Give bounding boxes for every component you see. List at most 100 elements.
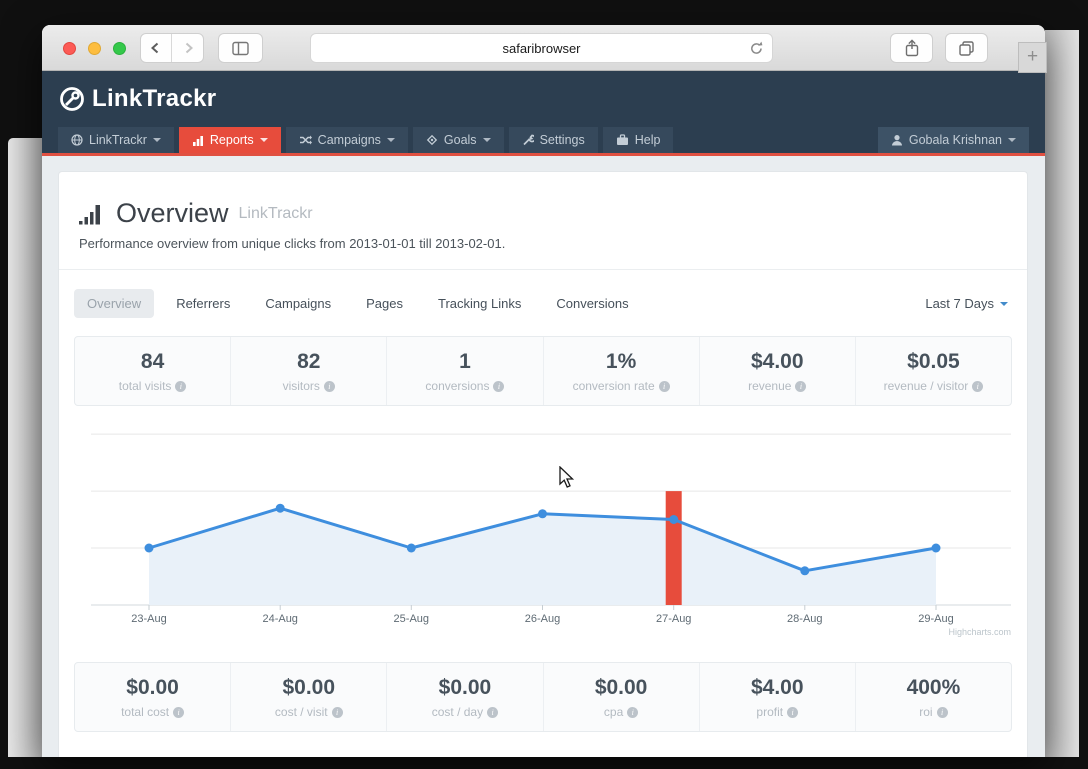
report-bars-icon bbox=[79, 204, 100, 224]
globe-icon bbox=[71, 134, 83, 146]
page-subtitle: Performance overview from unique clicks … bbox=[79, 236, 506, 251]
info-icon[interactable]: i bbox=[795, 381, 807, 392]
linktrackr-logo-icon bbox=[60, 87, 84, 111]
chevron-left-icon bbox=[151, 42, 159, 54]
svg-text:28-Aug: 28-Aug bbox=[787, 613, 822, 625]
stat-value: $0.00 bbox=[282, 676, 336, 699]
nav-item-label: Help bbox=[634, 133, 661, 147]
date-range-label: Last 7 Days bbox=[925, 296, 994, 311]
info-icon[interactable]: i bbox=[658, 381, 670, 392]
stat-label: cost / visit bbox=[274, 705, 328, 719]
briefcase-icon bbox=[616, 134, 628, 145]
caret-down-icon bbox=[482, 138, 491, 142]
overview-chart[interactable]: 23-Aug 24-Aug 25-Aug 26-Aug 27-Aug 28-Aug 29-A… bbox=[74, 417, 1014, 651]
info-icon[interactable]: i bbox=[936, 707, 948, 718]
stat-label: cost / day bbox=[431, 705, 484, 719]
info-icon[interactable]: i bbox=[323, 381, 335, 392]
address-bar[interactable] bbox=[310, 33, 773, 63]
nav-item-label: Campaigns bbox=[317, 133, 381, 147]
stat-cost-per-day: $0.00 cost / day i bbox=[387, 663, 544, 731]
safari-window: LinkTrackr LinkTrackr Reports bbox=[42, 25, 1045, 757]
stat-value: $4.00 bbox=[750, 676, 804, 699]
share-icon bbox=[905, 39, 918, 57]
browser-titlebar bbox=[42, 25, 1045, 71]
back-button[interactable] bbox=[141, 34, 172, 62]
tab-pages[interactable]: Pages bbox=[366, 296, 404, 311]
stat-value: 1 bbox=[459, 350, 471, 373]
nav-item-settings[interactable]: Settings bbox=[508, 127, 598, 153]
visits-chart-container: 23-Aug 24-Aug 25-Aug 26-Aug 27-Aug 28-Aug 29-A… bbox=[74, 417, 1012, 656]
stat-label: conversion rate bbox=[572, 379, 655, 393]
stat-conversions: 1 conversions i bbox=[387, 337, 544, 405]
nav-item-linktrackr[interactable]: LinkTrackr bbox=[58, 127, 174, 153]
refresh-icon bbox=[751, 41, 763, 54]
new-tab-button[interactable]: + bbox=[1018, 42, 1047, 73]
nav-item-campaigns[interactable]: Campaigns bbox=[285, 127, 408, 153]
nav-item-label: Settings bbox=[539, 133, 585, 147]
stat-revenue: $4.00 revenue i bbox=[700, 337, 856, 405]
background-window-left bbox=[8, 138, 42, 757]
logo-text: LinkTrackr bbox=[92, 85, 217, 112]
stat-revenue-per-visitor: $0.05 revenue / visitor i bbox=[856, 337, 1011, 405]
info-icon[interactable]: i bbox=[787, 707, 799, 718]
refresh-button[interactable] bbox=[748, 40, 765, 62]
info-icon[interactable]: i bbox=[487, 707, 499, 718]
stat-cpa: $0.00 cpa i bbox=[544, 663, 700, 731]
stat-value: $0.00 bbox=[594, 676, 648, 699]
info-icon[interactable]: i bbox=[627, 707, 639, 718]
history-nav-buttons bbox=[140, 33, 204, 63]
nav-item-help[interactable]: Help bbox=[602, 127, 674, 153]
stat-label: total visits bbox=[118, 379, 172, 393]
svg-text:Highcharts.com: Highcharts.com bbox=[948, 627, 1011, 637]
stat-value: 82 bbox=[297, 350, 321, 373]
tab-campaigns[interactable]: Campaigns bbox=[265, 296, 332, 311]
info-icon[interactable]: i bbox=[493, 381, 505, 392]
bar-chart-icon bbox=[192, 136, 203, 146]
svg-text:26-Aug: 26-Aug bbox=[525, 613, 560, 625]
tab-referrers[interactable]: Referrers bbox=[176, 296, 231, 311]
stat-value: $0.00 bbox=[126, 676, 179, 699]
wrench-icon bbox=[522, 134, 534, 146]
user-name-label: Gobala Krishnan bbox=[908, 133, 1002, 147]
date-range-dropdown[interactable]: Last 7 Days bbox=[925, 296, 1012, 311]
sidebar-icon bbox=[232, 41, 249, 55]
stat-label: cpa bbox=[603, 705, 624, 719]
page-header: Overview LinkTrackr Performance overview… bbox=[59, 172, 1027, 270]
user-menu[interactable]: Gobala Krishnan bbox=[877, 127, 1029, 153]
stat-label: profit bbox=[756, 705, 784, 719]
overview-card: Overview LinkTrackr Performance overview… bbox=[58, 171, 1028, 757]
info-icon[interactable]: i bbox=[175, 381, 187, 392]
zoom-window-button[interactable] bbox=[113, 42, 126, 55]
main-navigation: LinkTrackr Reports Campaigns bbox=[42, 127, 1045, 156]
nav-item-goals[interactable]: Goals bbox=[412, 127, 504, 153]
stat-cost-per-visit: $0.00 cost / visit i bbox=[231, 663, 388, 731]
tab-conversions[interactable]: Conversions bbox=[556, 296, 629, 311]
report-tabs: Overview Referrers Campaigns Pages Track… bbox=[59, 270, 1027, 336]
stat-total-cost: $0.00 total cost i bbox=[75, 663, 232, 731]
stat-value: $0.00 bbox=[438, 676, 492, 699]
stat-label: conversions bbox=[425, 379, 490, 393]
nav-item-reports[interactable]: Reports bbox=[178, 127, 281, 153]
user-icon bbox=[891, 135, 902, 146]
nav-item-label: Goals bbox=[443, 133, 477, 147]
close-window-button[interactable] bbox=[63, 42, 76, 55]
svg-text:27-Aug: 27-Aug bbox=[656, 613, 691, 625]
tab-overview[interactable]: Overview bbox=[74, 289, 155, 318]
goals-target-icon bbox=[426, 134, 438, 146]
stat-value: 84 bbox=[140, 350, 165, 373]
info-icon[interactable]: i bbox=[972, 381, 984, 392]
minimize-window-button[interactable] bbox=[88, 42, 101, 55]
svg-text:24-Aug: 24-Aug bbox=[262, 613, 297, 625]
info-icon[interactable]: i bbox=[331, 707, 343, 718]
show-all-tabs-button[interactable] bbox=[945, 33, 988, 63]
address-bar-input[interactable] bbox=[311, 34, 772, 62]
stat-label: revenue / visitor bbox=[883, 379, 969, 393]
shuffle-icon bbox=[299, 135, 312, 145]
share-button[interactable] bbox=[890, 33, 933, 63]
stats-panel-bottom: $0.00 total cost i $0.00 cost / visit i $0… bbox=[74, 662, 1012, 732]
info-icon[interactable]: i bbox=[173, 707, 185, 718]
sidebar-toggle-button[interactable] bbox=[218, 33, 263, 63]
forward-button[interactable] bbox=[172, 34, 203, 62]
tab-tracking-links[interactable]: Tracking Links bbox=[438, 296, 522, 311]
linktrackr-logo[interactable]: LinkTrackr bbox=[58, 85, 216, 113]
